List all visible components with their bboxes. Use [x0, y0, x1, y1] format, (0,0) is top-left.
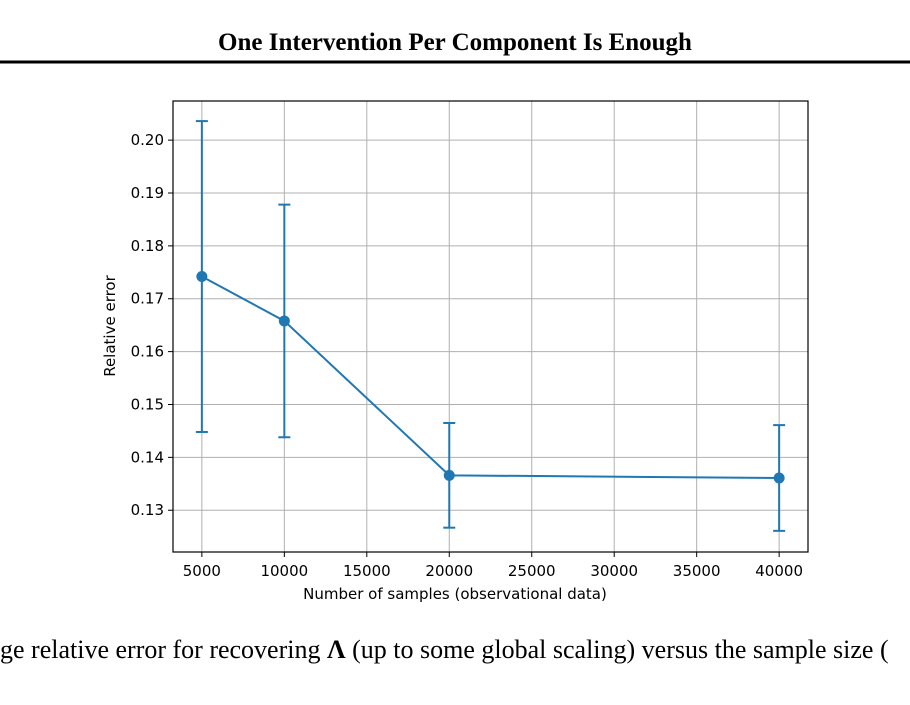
y-tick-label: 0.15: [131, 395, 164, 413]
x-tick-label: 25000: [508, 562, 556, 580]
x-tick-label: 15000: [343, 562, 391, 580]
y-tick-label: 0.20: [131, 131, 164, 149]
caption: ge relative error for recovering Λ (up t…: [0, 635, 889, 664]
x-tick-label: 10000: [260, 562, 308, 580]
data-point: [278, 315, 290, 327]
x-axis-label: Number of samples (observational data): [303, 585, 607, 603]
x-tick-label: 35000: [673, 562, 721, 580]
y-tick-label: 0.16: [131, 343, 164, 361]
section-title: One Intervention Per Component Is Enough: [218, 29, 692, 56]
y-tick-label: 0.17: [131, 290, 164, 308]
y-tick-label: 0.19: [131, 184, 164, 202]
x-tick-label: 40000: [755, 562, 803, 580]
y-tick-label: 0.13: [131, 501, 164, 519]
plot-frame: [172, 100, 809, 553]
x-tick-label: 30000: [590, 562, 638, 580]
y-axis-label: Relative error: [101, 274, 119, 376]
caption-text: ge relative error for recovering: [0, 635, 327, 664]
x-tick-label: 20000: [425, 562, 473, 580]
data-point: [773, 472, 785, 484]
caption-symbol: Λ: [327, 635, 346, 664]
data-point: [443, 469, 455, 481]
x-tick-label: 5000: [183, 562, 221, 580]
data-line: [201, 275, 780, 479]
caption-text: (up to some global scaling) versus the s…: [346, 635, 889, 664]
plot: 0.13 0.14 0.15 0.16 0.17 0.18 0.19 0.20 5000 1000…: [131, 100, 809, 580]
data-point: [196, 271, 208, 283]
y-tick-label: 0.14: [131, 448, 164, 466]
y-tick-label: 0.18: [131, 237, 164, 255]
